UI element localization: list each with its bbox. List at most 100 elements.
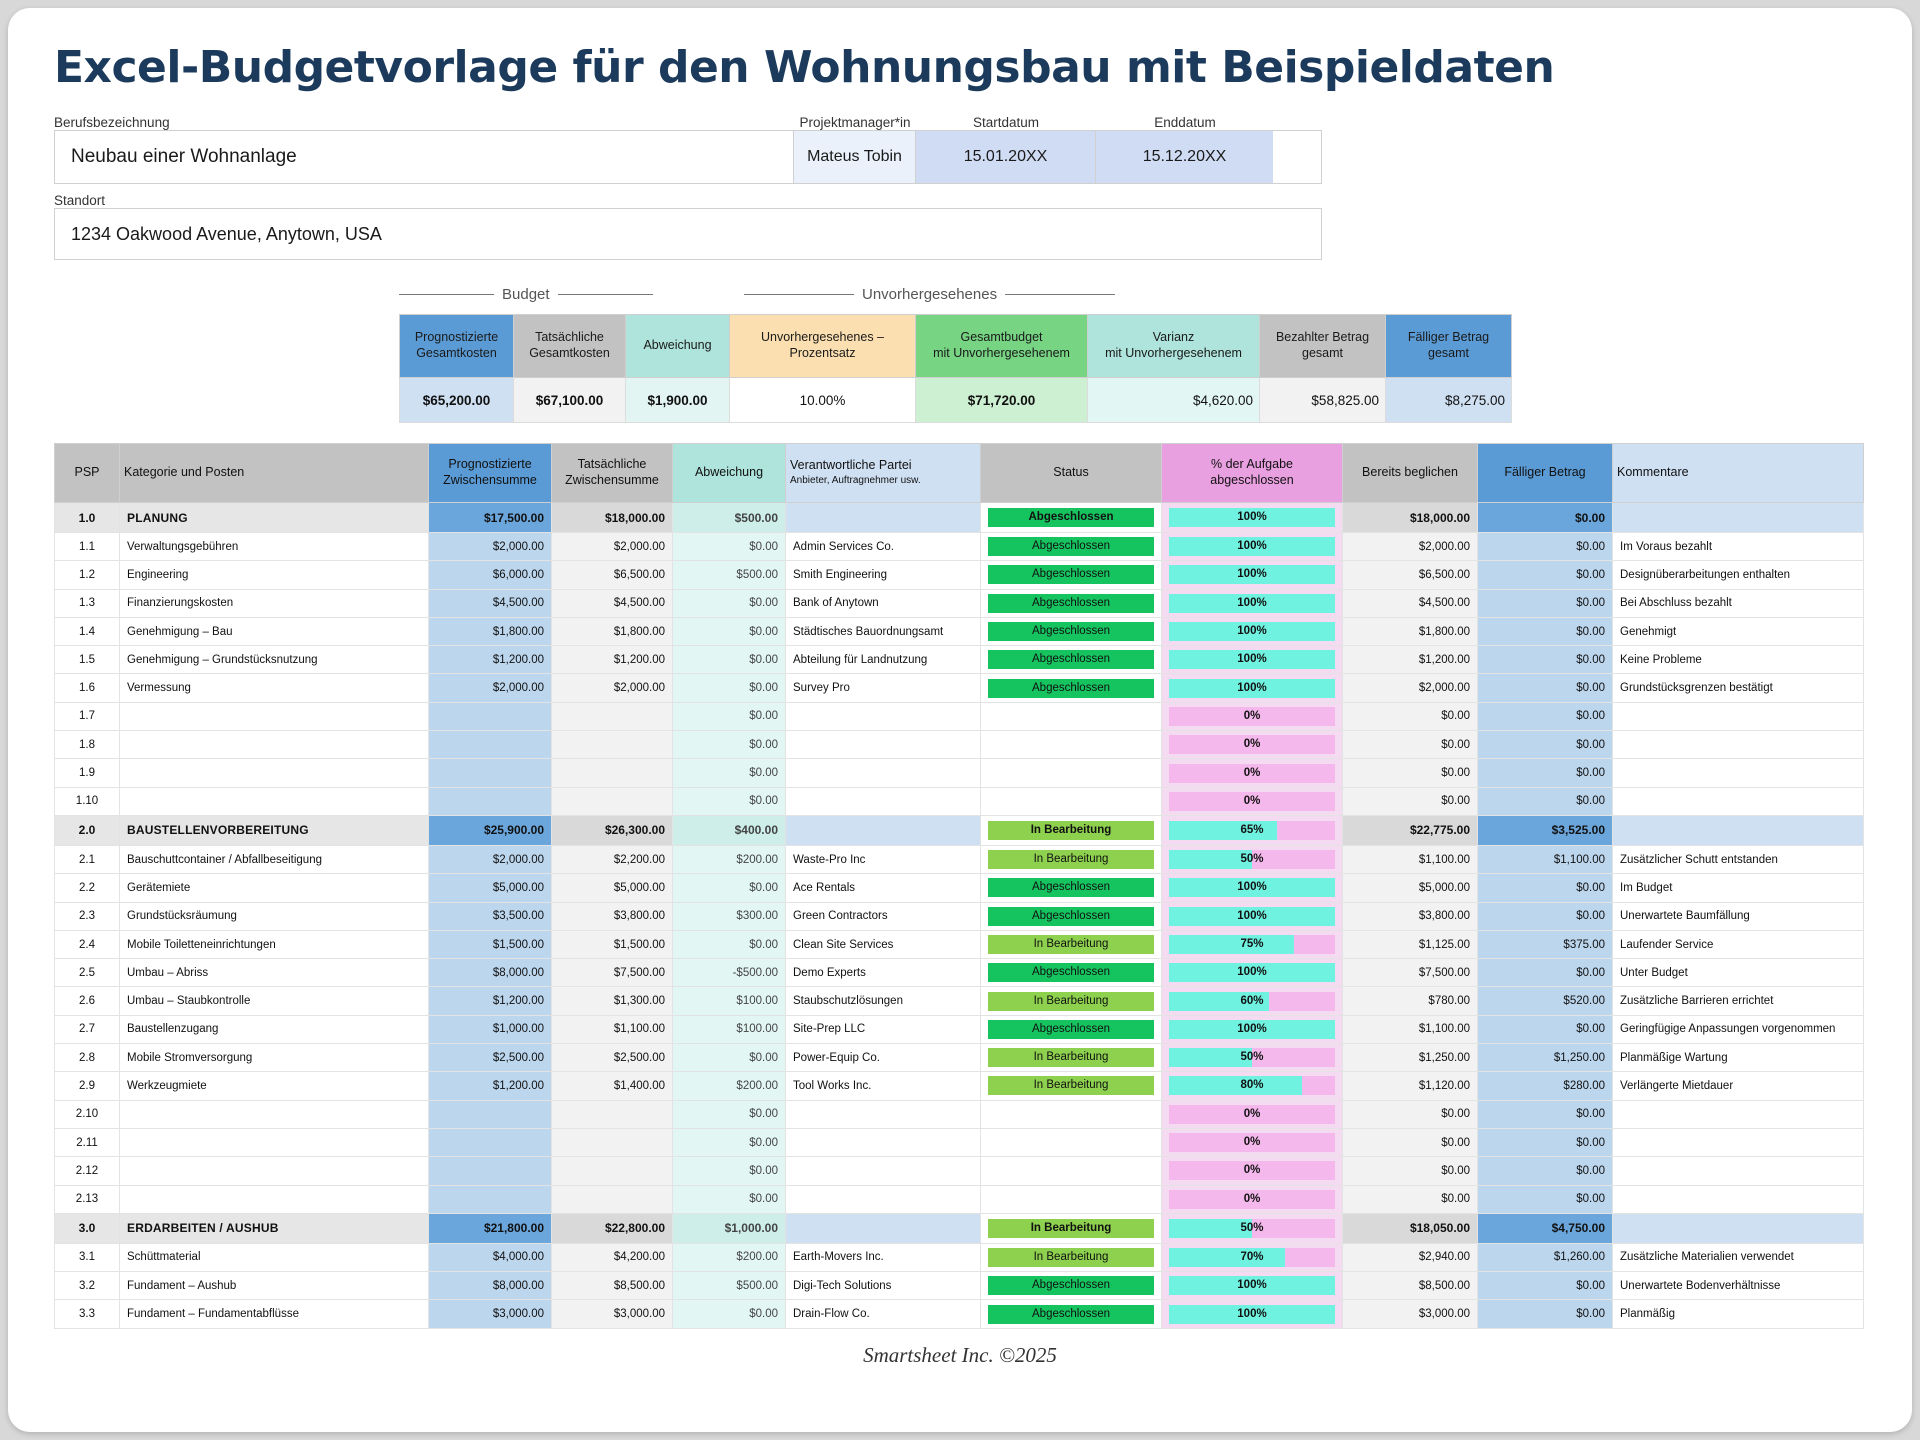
cell-actual[interactable]: $7,500.00 — [551, 958, 673, 988]
cell-comments[interactable]: Grundstücksgrenzen bestätigt — [1612, 673, 1864, 703]
table-row[interactable]: 1.5 Genehmigung – Grundstücksnutzung $1,20… — [54, 645, 1864, 675]
cell-percent-complete[interactable]: 0% — [1161, 1127, 1343, 1158]
table-row[interactable]: 1.4 Genehmigung – Bau $1,800.00 $1,800.00 $0… — [54, 616, 1864, 647]
cell-forecast[interactable]: $3,500.00 — [428, 901, 552, 931]
cell-comments[interactable]: Genehmigt — [1612, 616, 1864, 647]
cell-status[interactable]: In Bearbeitung — [980, 814, 1162, 846]
cell-forecast[interactable]: $1,800.00 — [428, 616, 552, 647]
cell-forecast[interactable]: $1,200.00 — [428, 1071, 552, 1101]
cell-comments[interactable]: Zusätzlicher Schutt entstanden — [1612, 844, 1864, 875]
cell-responsible[interactable] — [785, 1156, 981, 1186]
cell-status[interactable] — [980, 1184, 1162, 1214]
cell-comments[interactable] — [1612, 1212, 1864, 1244]
cell-comments[interactable]: Planmäßige Wartung — [1612, 1043, 1864, 1073]
cell-forecast[interactable] — [428, 1156, 552, 1186]
table-row[interactable]: 3.3 Fundament – Fundamentabflüsse $3,000.0… — [54, 1299, 1864, 1329]
cell-category[interactable]: Verwaltungsgebühren — [119, 531, 429, 562]
table-row[interactable]: 1.1 Verwaltungsgebühren $2,000.00 $2,000.00… — [54, 531, 1864, 562]
table-row[interactable]: 1.0 PLANUNG $17,500.00 $18,000.00 $500.00 Abg… — [54, 502, 1864, 533]
cell-actual[interactable] — [551, 1156, 673, 1186]
table-row[interactable]: 2.13 $0.00 0% $0.00 $0.00 — [54, 1184, 1864, 1214]
start-date-field[interactable]: 15.01.20XX — [915, 131, 1095, 183]
cell-comments[interactable] — [1612, 1184, 1864, 1214]
cell-responsible[interactable] — [785, 1099, 981, 1129]
cell-comments[interactable]: Unerwartete Baumfällung — [1612, 901, 1864, 931]
cell-actual[interactable]: $18,000.00 — [551, 502, 673, 533]
cell-status[interactable] — [980, 758, 1162, 788]
cell-actual[interactable]: $1,400.00 — [551, 1071, 673, 1101]
cell-forecast[interactable]: $21,800.00 — [428, 1212, 552, 1244]
cell-status[interactable]: Abgeschlossen — [980, 560, 1162, 590]
table-row[interactable]: 2.6 Umbau – Staubkontrolle $1,200.00 $1,300… — [54, 986, 1864, 1016]
cell-category[interactable]: BAUSTELLENVORBEREITUNG — [119, 814, 429, 846]
cell-comments[interactable]: Planmäßig — [1612, 1299, 1864, 1329]
cell-forecast[interactable]: $1,000.00 — [428, 1014, 552, 1045]
cell-status[interactable] — [980, 1127, 1162, 1158]
cell-percent-complete[interactable]: 100% — [1161, 1271, 1343, 1301]
cell-comments[interactable]: Zusätzliche Materialien verwendet — [1612, 1242, 1864, 1273]
cell-actual[interactable] — [551, 1184, 673, 1214]
cell-comments[interactable]: Zusätzliche Barrieren errichtet — [1612, 986, 1864, 1016]
cell-status[interactable]: Abgeschlossen — [980, 901, 1162, 931]
table-row[interactable]: 2.5 Umbau – Abriss $8,000.00 $7,500.00 -$500… — [54, 958, 1864, 988]
cell-responsible[interactable]: Digi-Tech Solutions — [785, 1271, 981, 1301]
cell-category[interactable]: ERDARBEITEN / AUSHUB — [119, 1212, 429, 1244]
table-row[interactable]: 3.0 ERDARBEITEN / AUSHUB $21,800.00 $22,800… — [54, 1212, 1864, 1244]
cell-category[interactable] — [119, 1156, 429, 1186]
cell-category[interactable]: Finanzierungskosten — [119, 588, 429, 618]
cell-percent-complete[interactable]: 100% — [1161, 1014, 1343, 1045]
cell-category[interactable]: Umbau – Abriss — [119, 958, 429, 988]
cell-category[interactable]: Werkzeugmiete — [119, 1071, 429, 1101]
cell-percent-complete[interactable]: 0% — [1161, 1184, 1343, 1214]
cell-comments[interactable] — [1612, 502, 1864, 533]
cell-status[interactable]: In Bearbeitung — [980, 1212, 1162, 1244]
table-row[interactable]: 2.11 $0.00 0% $0.00 $0.00 — [54, 1127, 1864, 1158]
cell-responsible[interactable]: Green Contractors — [785, 901, 981, 931]
cell-responsible[interactable]: Abteilung für Landnutzung — [785, 645, 981, 675]
cell-actual[interactable]: $1,300.00 — [551, 986, 673, 1016]
cell-responsible[interactable]: Bank of Anytown — [785, 588, 981, 618]
cell-status[interactable]: Abgeschlossen — [980, 1271, 1162, 1301]
cell-responsible[interactable] — [785, 701, 981, 732]
cell-category[interactable]: Mobile Stromversorgung — [119, 1043, 429, 1073]
cell-comments[interactable] — [1612, 1127, 1864, 1158]
table-row[interactable]: 2.3 Grundstücksräumung $3,500.00 $3,800.00 $… — [54, 901, 1864, 931]
cell-status[interactable]: Abgeschlossen — [980, 1014, 1162, 1045]
cell-responsible[interactable] — [785, 758, 981, 788]
cell-percent-complete[interactable]: 0% — [1161, 701, 1343, 732]
cell-responsible[interactable] — [785, 1184, 981, 1214]
cell-responsible[interactable]: Smith Engineering — [785, 560, 981, 590]
cell-status[interactable]: Abgeschlossen — [980, 502, 1162, 533]
cell-status[interactable]: Abgeschlossen — [980, 531, 1162, 562]
cell-category[interactable]: Umbau – Staubkontrolle — [119, 986, 429, 1016]
cell-status[interactable]: Abgeschlossen — [980, 673, 1162, 703]
cell-forecast[interactable]: $2,500.00 — [428, 1043, 552, 1073]
cell-percent-complete[interactable]: 50% — [1161, 844, 1343, 875]
cell-actual[interactable]: $26,300.00 — [551, 814, 673, 846]
cell-comments[interactable] — [1612, 786, 1864, 816]
cell-responsible[interactable]: Demo Experts — [785, 958, 981, 988]
cell-forecast[interactable] — [428, 786, 552, 816]
cell-percent-complete[interactable]: 0% — [1161, 786, 1343, 816]
cell-status[interactable]: In Bearbeitung — [980, 986, 1162, 1016]
cell-percent-complete[interactable]: 100% — [1161, 873, 1343, 903]
cell-forecast[interactable] — [428, 701, 552, 732]
cell-comments[interactable]: Im Budget — [1612, 873, 1864, 903]
cell-category[interactable]: Schüttmaterial — [119, 1242, 429, 1273]
cell-actual[interactable]: $22,800.00 — [551, 1212, 673, 1244]
cell-actual[interactable] — [551, 786, 673, 816]
cell-actual[interactable] — [551, 701, 673, 732]
cell-comments[interactable] — [1612, 814, 1864, 846]
cell-percent-complete[interactable]: 0% — [1161, 1099, 1343, 1129]
cell-percent-complete[interactable]: 75% — [1161, 929, 1343, 960]
cell-forecast[interactable]: $17,500.00 — [428, 502, 552, 533]
cell-responsible[interactable] — [785, 1212, 981, 1244]
cell-percent-complete[interactable]: 100% — [1161, 645, 1343, 675]
cell-actual[interactable]: $8,500.00 — [551, 1271, 673, 1301]
cell-comments[interactable]: Geringfügige Anpassungen vorgenommen — [1612, 1014, 1864, 1045]
table-row[interactable]: 2.10 $0.00 0% $0.00 $0.00 — [54, 1099, 1864, 1129]
cell-responsible[interactable]: Clean Site Services — [785, 929, 981, 960]
cell-status[interactable]: Abgeschlossen — [980, 616, 1162, 647]
end-date-field[interactable]: 15.12.20XX — [1095, 131, 1273, 183]
cell-forecast[interactable]: $2,000.00 — [428, 844, 552, 875]
